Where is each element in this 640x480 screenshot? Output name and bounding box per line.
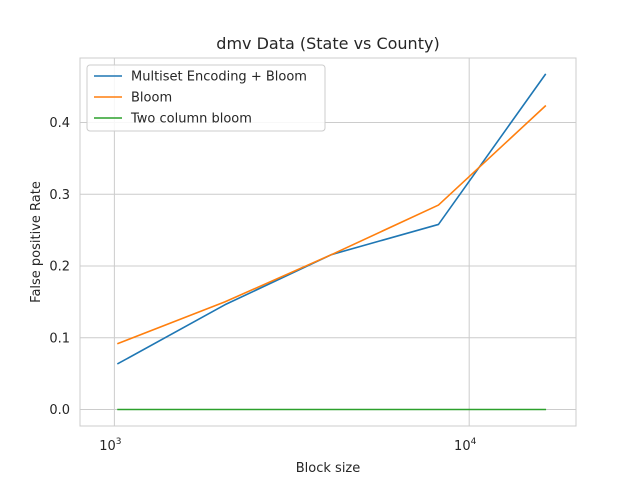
- y-tick-label: 0.4: [49, 116, 70, 131]
- legend: Multiset Encoding + Bloom Bloom Two column…: [86, 64, 326, 132]
- legend-label: Bloom: [131, 91, 172, 106]
- tick-labels: 0.0 0.1 0.2 0.3 0.4 103 104: [49, 116, 476, 454]
- x-tick-label: 104: [454, 437, 477, 454]
- series-lines: [116, 73, 547, 411]
- x-tick-label: 103: [99, 437, 121, 454]
- plot-frame: [79, 57, 577, 427]
- series-line-2: [117, 104, 547, 345]
- legend-label: Two column bloom: [130, 112, 252, 127]
- y-tick-label: 0.2: [49, 260, 70, 275]
- y-tick-label: 0.3: [49, 188, 70, 203]
- legend-box: [86, 64, 326, 132]
- y-tick-label: 0.0: [49, 403, 70, 418]
- y-tick-label: 0.1: [49, 331, 70, 346]
- chart-title: dmv Data (State vs County): [216, 34, 439, 53]
- x-axis-label: Block size: [296, 461, 361, 476]
- y-axis-label: False positive Rate: [29, 181, 44, 303]
- legend-label: Multiset Encoding + Bloom: [131, 70, 307, 85]
